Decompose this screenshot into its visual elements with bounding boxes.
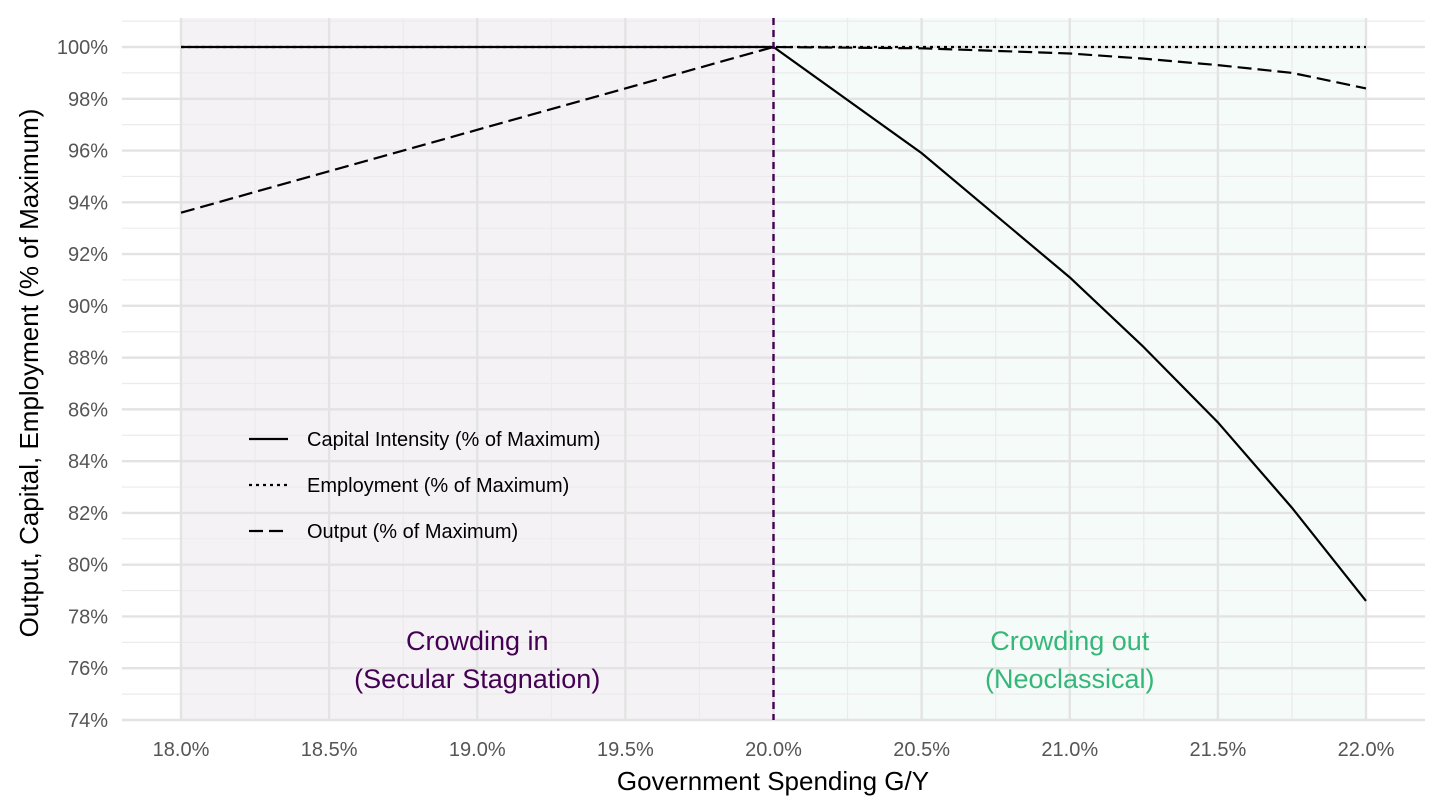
x-tick-label: 18.5% (301, 739, 358, 761)
region-labels: Crowding in (Secular Stagnation) Crowding … (354, 626, 1154, 694)
region-label-0-line-1: (Secular Stagnation) (354, 664, 600, 694)
region-label-1-line-1: (Neoclassical) (985, 664, 1155, 694)
x-tick-label: 22.0% (1338, 739, 1395, 761)
x-axis-title: Government Spending G/Y (617, 766, 929, 796)
legend: Capital Intensity (% of Maximum) Employme… (249, 429, 600, 543)
x-tick-label: 20.5% (893, 739, 950, 761)
y-tick-label: 86% (68, 399, 108, 421)
y-tick-label: 82% (68, 503, 108, 525)
x-tick-label: 20.0% (745, 739, 802, 761)
x-tick-label: 21.5% (1190, 739, 1247, 761)
y-tick-label: 76% (68, 658, 108, 680)
y-axis-title: Output, Capital, Employment (% of Maximu… (14, 109, 44, 638)
legend-label: Output (% of Maximum) (307, 521, 518, 543)
y-tick-label: 84% (68, 451, 108, 473)
y-tick-label: 80% (68, 555, 108, 577)
y-tick-label: 90% (68, 296, 108, 318)
y-tick-label: 100% (57, 37, 108, 59)
legend-label: Employment (% of Maximum) (307, 475, 569, 497)
legend-label: Capital Intensity (% of Maximum) (307, 429, 600, 451)
x-tick-label: 18.0% (153, 739, 210, 761)
x-tick-labels: 18.0% 18.5% 19.0% 19.5% 20.0% 20.5% 21.0% 21.5%… (153, 739, 1395, 761)
y-tick-label: 94% (68, 192, 108, 214)
region-label-0-line-0: Crowding in (406, 626, 549, 656)
x-tick-label: 19.5% (597, 739, 654, 761)
x-tick-label: 19.0% (449, 739, 506, 761)
series-lines (180, 45, 1367, 602)
y-tick-label: 88% (68, 348, 108, 370)
region-label-1-line-0: Crowding out (990, 626, 1150, 656)
y-tick-label: 78% (68, 606, 108, 628)
x-tick-label: 21.0% (1041, 739, 1098, 761)
y-tick-label: 96% (68, 141, 108, 163)
y-tick-label: 98% (68, 89, 108, 111)
y-tick-label: 92% (68, 244, 108, 266)
y-tick-labels: 74% 76% 78% 80% 82% 84% 86% 88% 90% 92% 94% 96% 98% 1… (57, 37, 108, 732)
series-dashed-line (180, 45, 1367, 214)
y-tick-label: 74% (68, 710, 108, 732)
